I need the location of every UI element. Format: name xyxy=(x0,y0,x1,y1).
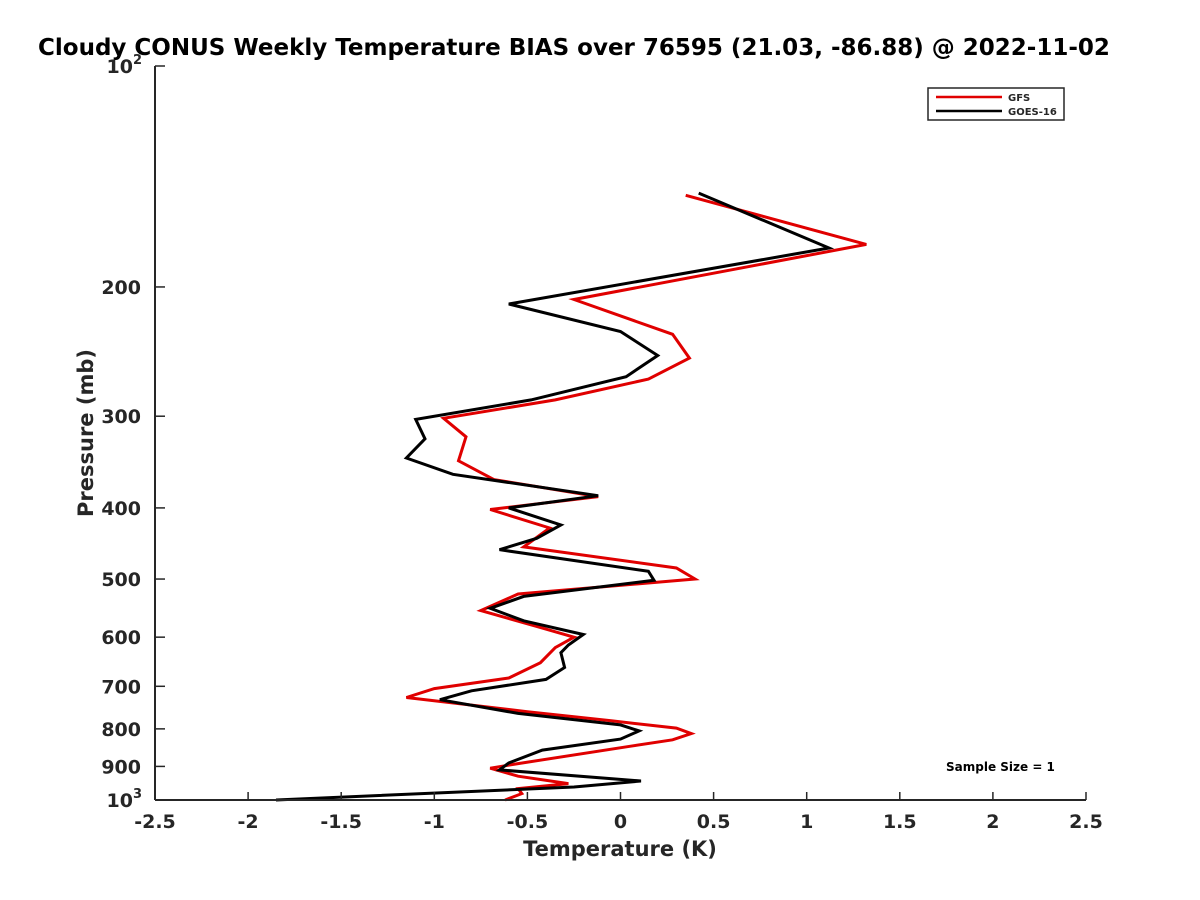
x-tick-label: 0 xyxy=(614,811,627,833)
legend-label-gfs: GFS xyxy=(1008,93,1030,104)
y-tick-label: 700 xyxy=(101,676,141,698)
legend-box xyxy=(927,87,1065,121)
y-tick-label: 300 xyxy=(101,406,141,428)
legend: GFS GOES-16 xyxy=(927,87,1065,121)
series-line-goes16 xyxy=(275,191,835,802)
x-tick-label: 0.5 xyxy=(697,811,731,833)
y-tick-label: 200 xyxy=(101,277,141,299)
x-tick-label: 2.5 xyxy=(1069,811,1103,833)
series-layer xyxy=(275,191,867,802)
y-tick-label: 10 xyxy=(107,790,133,812)
x-tick-label: 1.5 xyxy=(883,811,917,833)
y-tick-label: 600 xyxy=(101,627,141,649)
sample-size-annotation: Sample Size = 1 xyxy=(946,760,1055,774)
x-tick-label: -2.5 xyxy=(134,811,176,833)
y-tick-label: 500 xyxy=(101,569,141,591)
y-tick-label: 900 xyxy=(101,756,141,778)
y-tick-label: 400 xyxy=(101,498,141,520)
y-tick-label: 10 xyxy=(107,56,133,78)
x-tick-label: 2 xyxy=(986,811,999,833)
x-axis-label: Temperature (K) xyxy=(523,837,717,861)
x-ticks: -2.5 -2 -1.5 -1 -0.5 0 0.5 1 1.5 2 2.5 xyxy=(134,792,1103,833)
x-tick-label: -0.5 xyxy=(507,811,549,833)
y-tick-exponent: 2 xyxy=(133,53,142,68)
legend-label-goes16: GOES-16 xyxy=(1008,107,1057,118)
x-tick-label: 1 xyxy=(800,811,813,833)
x-tick-label: -1 xyxy=(424,811,445,833)
x-tick-label: -1.5 xyxy=(320,811,362,833)
chart-title: Cloudy CONUS Weekly Temperature BIAS ove… xyxy=(38,35,1110,61)
x-tick-label: -2 xyxy=(238,811,259,833)
y-tick-exponent: 3 xyxy=(133,787,142,802)
y-tick-label: 800 xyxy=(101,719,141,741)
series-line-gfs xyxy=(405,193,867,802)
y-axis-label: Pressure (mb) xyxy=(74,349,98,517)
